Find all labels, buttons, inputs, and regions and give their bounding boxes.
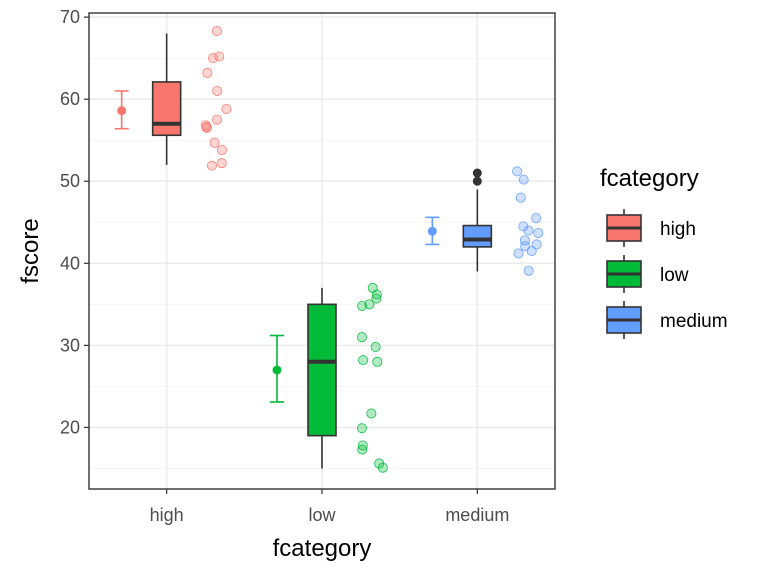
y-tick-label: 30	[60, 335, 80, 355]
data-point	[211, 114, 222, 125]
data-point	[371, 293, 382, 304]
legend: high low medium	[606, 209, 728, 339]
box-body	[151, 81, 182, 137]
data-point	[526, 245, 537, 256]
legend-label: medium	[660, 311, 728, 332]
data-point	[518, 221, 529, 232]
data-point	[358, 355, 369, 366]
mean-point	[427, 226, 437, 236]
data-point	[221, 104, 232, 115]
data-point	[357, 440, 368, 451]
data-point	[520, 241, 531, 252]
axes: 20 30 40 50 60 70 high low medium	[60, 7, 509, 525]
data-point	[372, 356, 383, 367]
box-outlier	[472, 168, 482, 178]
data-point	[216, 158, 227, 169]
data-point	[513, 248, 524, 259]
data-point	[366, 408, 377, 419]
legend-title: fcategory	[600, 165, 699, 192]
data-point	[216, 145, 227, 156]
data-point	[531, 213, 542, 224]
data-point	[357, 300, 368, 311]
x-tick-label: medium	[445, 505, 509, 525]
data-point	[523, 265, 534, 276]
data-point	[356, 423, 367, 434]
data-point	[371, 289, 382, 300]
y-axis-title: fscore	[17, 218, 44, 283]
data-point	[357, 444, 368, 455]
y-tick-label: 50	[60, 171, 80, 191]
x-tick-label: high	[150, 505, 184, 525]
mean-point	[117, 106, 127, 116]
y-tick-label: 70	[60, 7, 80, 27]
data-point	[370, 342, 381, 353]
data-point	[377, 462, 388, 473]
legend-label: high	[660, 219, 696, 240]
x-axis-title: fcategory	[273, 535, 372, 562]
y-tick-label: 20	[60, 417, 80, 437]
box-body	[462, 224, 493, 248]
data-point	[518, 174, 529, 185]
data-point	[201, 122, 212, 133]
data-point	[523, 225, 534, 236]
data-point	[202, 67, 213, 78]
box-outlier	[472, 176, 482, 186]
mean-point	[272, 365, 282, 375]
y-tick-label: 40	[60, 253, 80, 273]
data-point	[211, 26, 222, 37]
plot-marks	[114, 26, 544, 473]
data-point	[208, 53, 219, 64]
data-point	[209, 137, 220, 148]
data-point	[512, 166, 523, 177]
data-point	[533, 227, 544, 238]
y-tick-label: 60	[60, 89, 80, 109]
data-point	[356, 332, 367, 343]
box-body	[307, 303, 337, 437]
legend-label: low	[660, 265, 689, 286]
data-point	[214, 51, 225, 62]
data-point	[515, 192, 526, 203]
data-point	[212, 85, 223, 96]
data-point	[206, 160, 217, 171]
x-tick-label: low	[308, 505, 336, 525]
